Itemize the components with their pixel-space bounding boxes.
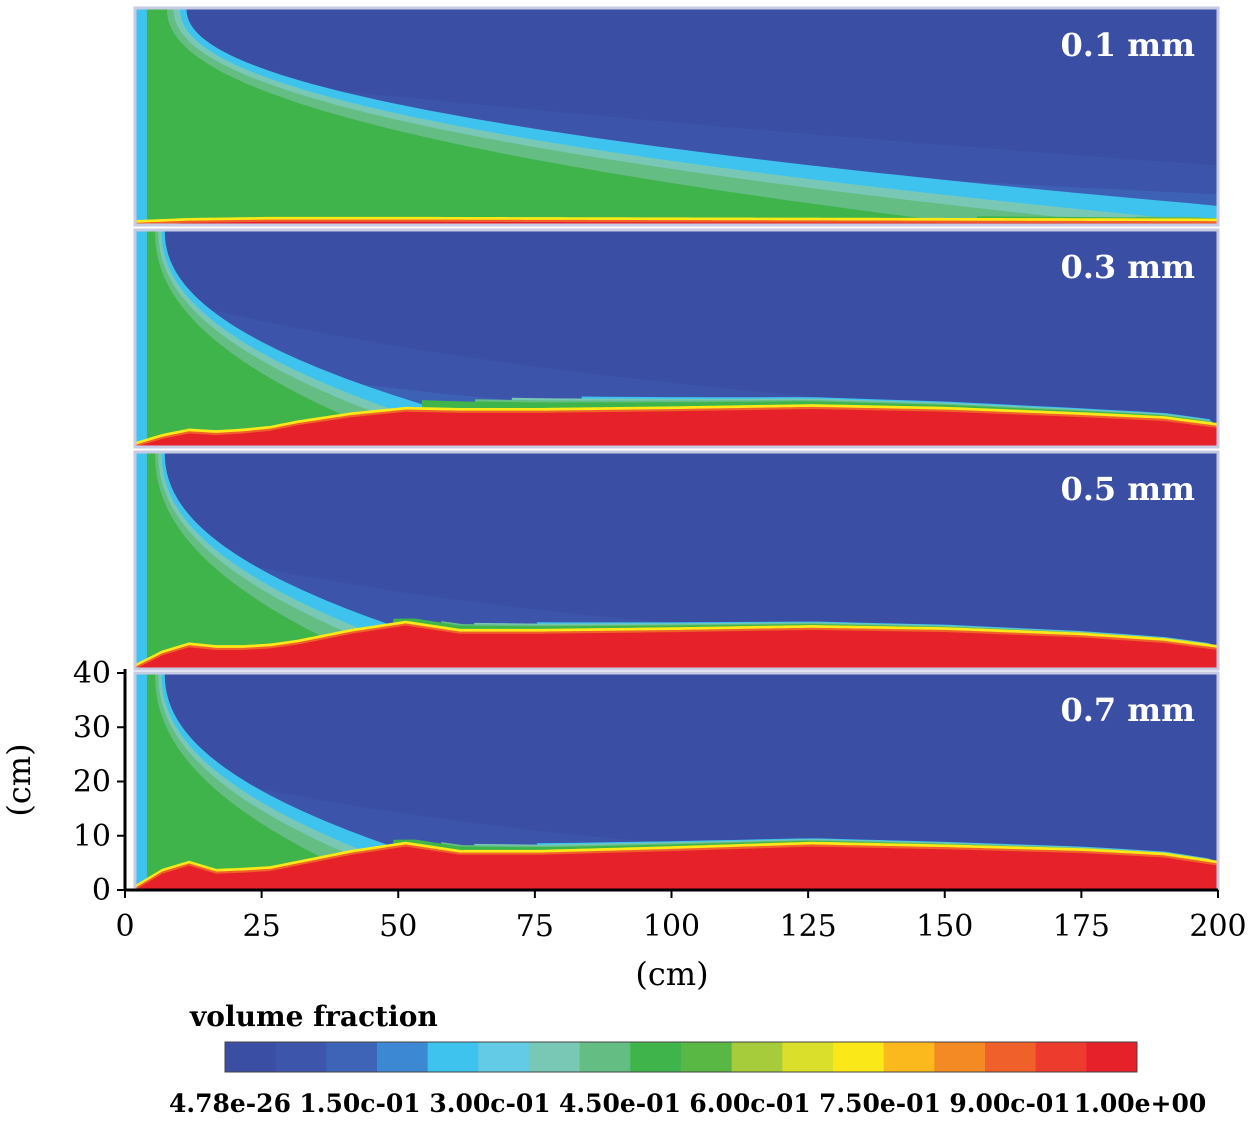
axes: 0 25 50 75 100 125 150 175 200 0 10 20 30 40 (cm) (cm)	[0, 656, 1247, 993]
inlet-strip	[135, 452, 147, 669]
colorbar-tick-label: 7.50e-01	[819, 1089, 941, 1118]
contour-panel	[135, 452, 1218, 669]
colorbar-swatch	[934, 1042, 986, 1072]
colorbar-swatch	[529, 1042, 581, 1072]
colorbar-swatch	[275, 1042, 327, 1072]
y-tick-label: 10	[73, 819, 111, 854]
colorbar-swatch	[985, 1042, 1037, 1072]
colorbar-swatch	[731, 1042, 783, 1072]
colorbar-tick-label: 3.00c-01	[429, 1089, 550, 1118]
colorbar-tick-label: 6.00c-01	[689, 1089, 810, 1118]
colorbar-swatch	[427, 1042, 479, 1072]
x-tick-label: 100	[643, 909, 700, 944]
sediment-bed	[135, 846, 1218, 890]
panel-label: 0.1 mm	[1060, 26, 1195, 64]
x-tick-label: 75	[516, 909, 554, 944]
colorbar-title: volume fraction	[189, 1000, 438, 1033]
y-axis-label: (cm)	[0, 743, 38, 816]
x-tick-label: 175	[1053, 909, 1110, 944]
inlet-strip	[135, 8, 147, 225]
colorbar: volume fraction 4.78e-26 1.50c-01 3.00c-01 4…	[169, 1000, 1206, 1118]
contour-panel	[135, 8, 1218, 225]
inlet-strip	[135, 230, 147, 447]
contour-panel	[135, 673, 1218, 890]
panel-frame	[133, 228, 1220, 449]
panel-label: 0.5 mm	[1060, 470, 1195, 508]
colorbar-swatch	[1035, 1042, 1087, 1072]
y-tick-label: 40	[73, 656, 111, 691]
sediment-bed	[135, 409, 1218, 447]
colorbar-swatch	[478, 1042, 530, 1072]
colorbar-swatch	[681, 1042, 733, 1072]
colorbar-tick-label: 4.78e-26	[169, 1089, 291, 1118]
y-tick-label: 30	[73, 710, 111, 745]
x-tick-label: 50	[379, 909, 417, 944]
colorbar-tick-label: 4.50e-01	[559, 1089, 681, 1118]
colorbar-tick-label: 9.00c-01	[949, 1089, 1070, 1118]
x-axis-label: (cm)	[635, 955, 708, 993]
x-tick-label: 25	[243, 909, 281, 944]
y-tick-label: 0	[92, 873, 111, 908]
colorbar-swatch	[883, 1042, 935, 1072]
colorbar-tick-label: 1.50c-01	[299, 1089, 420, 1118]
colorbar-swatch	[326, 1042, 378, 1072]
panel-frame	[133, 6, 1220, 227]
sediment-bed	[135, 625, 1218, 669]
panel-frame	[133, 450, 1220, 671]
colorbar-swatch	[377, 1042, 429, 1072]
colorbar-swatch	[782, 1042, 834, 1072]
colorbar-swatch	[630, 1042, 682, 1072]
colorbar-swatch	[833, 1042, 885, 1072]
x-tick-label: 125	[779, 909, 836, 944]
colorbar-frame	[224, 1041, 1138, 1073]
y-tick-label: 20	[73, 765, 111, 800]
x-tick-label: 0	[115, 909, 134, 944]
panel-label: 0.3 mm	[1060, 248, 1195, 286]
colorbar-swatch	[1086, 1042, 1138, 1072]
contour-band	[135, 8, 1218, 225]
x-tick-label: 150	[916, 909, 973, 944]
colorbar-tick-label: 1.00e+00	[1074, 1089, 1207, 1118]
colorbar-swatch	[579, 1042, 631, 1072]
contour-panels: 0.1 mm 0.3 mm 0.5 mm 0.7 mm	[133, 6, 1220, 892]
colorbar-swatch	[225, 1042, 277, 1072]
x-tick-label: 200	[1189, 909, 1246, 944]
inlet-strip	[135, 673, 147, 890]
panel-label: 0.7 mm	[1060, 691, 1195, 729]
contour-panel	[135, 230, 1218, 447]
